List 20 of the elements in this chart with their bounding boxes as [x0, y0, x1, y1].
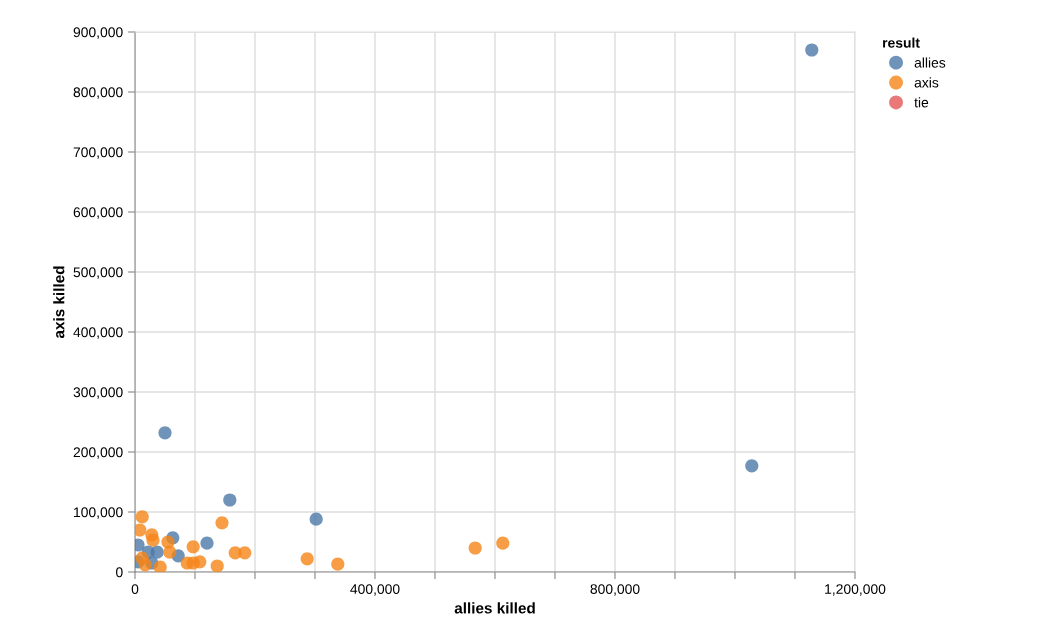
y-tick-label: 800,000: [73, 87, 123, 99]
y-tick-label: 600,000: [73, 207, 123, 219]
y-tick-label: 300,000: [73, 387, 123, 399]
y-tick-label: 500,000: [73, 267, 123, 279]
y-tick-label: 100,000: [74, 507, 123, 519]
x-tick-label: 800,000: [590, 584, 640, 596]
y-tick-label: 400,000: [73, 327, 123, 339]
y-axis-title: axis killed: [53, 266, 65, 339]
x-axis-title: allies killed: [454, 602, 535, 614]
x-tick-label: 1,200,000: [825, 584, 886, 596]
legend-title: result: [883, 37, 920, 48]
legend-label: tie: [914, 97, 929, 108]
legend-label: axis: [914, 77, 939, 88]
y-tick-label: 700,000: [73, 147, 123, 159]
x-tick-label: 0: [131, 584, 139, 595]
x-tick-label: 400,000: [350, 584, 400, 596]
legend-label: allies: [914, 57, 946, 68]
y-tick-label: 200,000: [73, 447, 123, 459]
y-tick-label: 0: [116, 567, 123, 578]
y-tick-label: 900,000: [73, 27, 123, 39]
